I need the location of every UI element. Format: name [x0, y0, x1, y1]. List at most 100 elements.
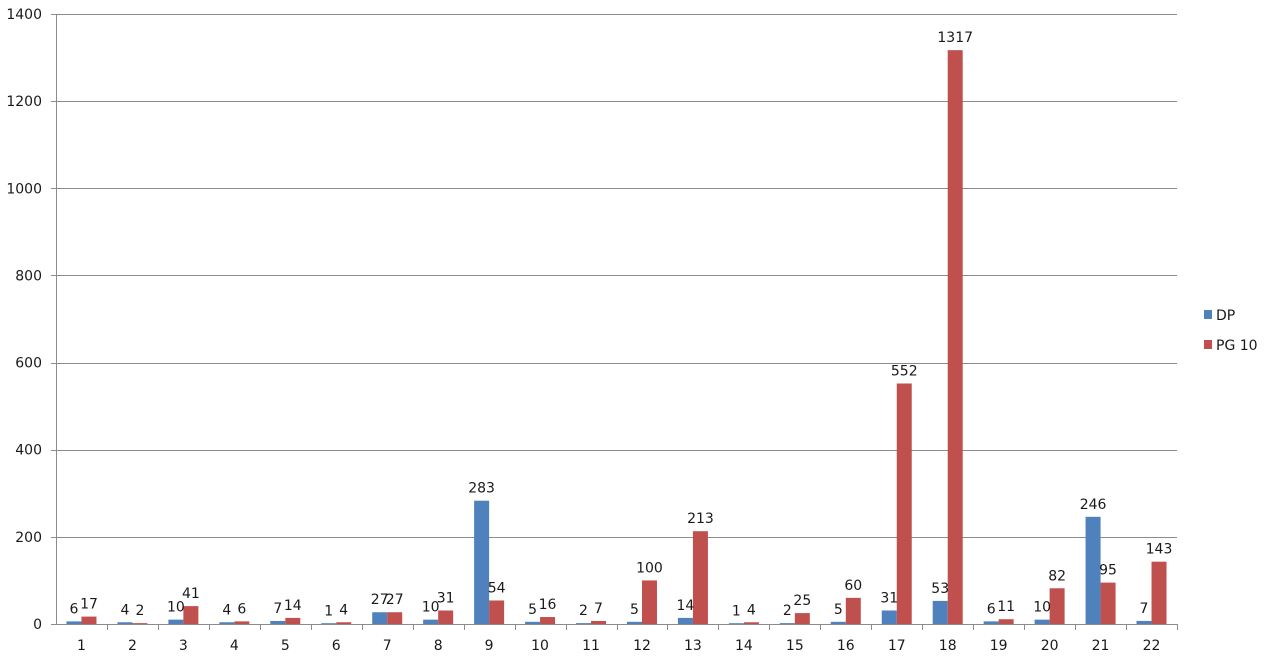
- y-tick-label: 1200: [6, 94, 42, 110]
- bar-dp: [728, 623, 744, 624]
- x-tick-label: 11: [582, 638, 600, 654]
- y-tick-label: 400: [15, 443, 42, 459]
- data-label: 283: [468, 481, 495, 497]
- y-tick-label: 200: [15, 530, 42, 546]
- bar-dp: [1136, 620, 1152, 624]
- bar-pg-10: [896, 383, 912, 624]
- bar-dp: [779, 623, 795, 624]
- data-label: 10: [422, 600, 440, 616]
- bar-pg-10: [183, 606, 199, 624]
- bar-pg-10: [794, 613, 810, 624]
- data-label: 5: [528, 602, 537, 618]
- bar-dp: [525, 621, 541, 624]
- data-label: 213: [687, 511, 714, 527]
- bar-dp: [1034, 619, 1050, 624]
- x-tick-label: 9: [485, 638, 494, 654]
- data-label: 16: [539, 597, 557, 613]
- bar-pg-10: [387, 612, 403, 624]
- data-label: 2: [579, 603, 588, 619]
- bar-dp: [270, 620, 286, 624]
- data-label: 27: [386, 592, 404, 608]
- gridlines: [56, 14, 1177, 538]
- bar-pg-10: [234, 621, 250, 624]
- x-tick-label: 13: [684, 638, 702, 654]
- data-label: 60: [844, 578, 862, 594]
- data-label: 11: [997, 599, 1015, 615]
- bar-dp: [168, 619, 184, 624]
- bar-pg-10: [489, 600, 505, 624]
- x-tick-label: 3: [179, 638, 188, 654]
- legend-swatch: [1204, 310, 1212, 319]
- data-label: 54: [488, 580, 506, 596]
- bar-dp: [677, 617, 693, 624]
- data-label: 5: [630, 602, 639, 618]
- bar-pg-10: [641, 580, 657, 624]
- x-tick-label: 4: [230, 638, 239, 654]
- legend-label: PG 10: [1216, 338, 1258, 354]
- bar-pg-10: [591, 620, 607, 624]
- data-label: 4: [222, 602, 231, 618]
- y-tick-label: 600: [15, 356, 42, 372]
- x-tick-label: 17: [888, 638, 906, 654]
- bar-pg-10: [998, 619, 1014, 624]
- data-label: 2: [135, 603, 144, 619]
- data-label: 95: [1099, 563, 1117, 579]
- data-label: 143: [1146, 542, 1173, 558]
- legend-swatch: [1204, 340, 1212, 349]
- data-label: 82: [1048, 568, 1066, 584]
- data-label: 1: [324, 604, 333, 620]
- x-tick-label: 15: [786, 638, 804, 654]
- y-tick-label: 1000: [6, 181, 42, 197]
- data-label: 4: [339, 602, 348, 618]
- x-tick-label: 21: [1092, 638, 1110, 654]
- data-label: 6: [237, 601, 246, 617]
- x-tick-label: 6: [332, 638, 341, 654]
- bar-dp: [576, 623, 592, 624]
- bar-pg-10: [1100, 582, 1116, 624]
- bar-dp: [983, 621, 999, 624]
- x-tick-label: 16: [837, 638, 855, 654]
- x-tick-label: 22: [1143, 638, 1161, 654]
- bar-dp: [932, 600, 948, 624]
- data-label: 6: [70, 601, 79, 617]
- x-tick-label: 8: [434, 638, 443, 654]
- bar-pg-10: [540, 617, 556, 624]
- bar-pg-10: [132, 623, 148, 624]
- data-label: 5: [834, 602, 843, 618]
- data-label: 4: [120, 602, 129, 618]
- x-tick-label: 20: [1041, 638, 1059, 654]
- data-label: 100: [636, 560, 663, 576]
- data-label: 10: [167, 600, 185, 616]
- data-label: 14: [284, 598, 302, 614]
- x-tick-label: 14: [735, 638, 753, 654]
- bar-dp: [423, 619, 439, 624]
- bar-pg-10: [947, 50, 963, 624]
- bar-pg-10: [81, 616, 97, 624]
- y-tick-label: 800: [15, 268, 42, 284]
- bar-dp: [117, 622, 133, 624]
- x-tick-label: 10: [531, 638, 549, 654]
- bar-pg-10: [845, 597, 861, 624]
- data-label: 7: [1140, 601, 1149, 617]
- data-label: 4: [747, 602, 756, 618]
- bar-pg-10: [336, 622, 352, 624]
- legend: DP PG 10: [1204, 308, 1258, 354]
- bar-dp: [219, 622, 235, 624]
- x-tick-label: 18: [939, 638, 957, 654]
- bar-dp: [321, 623, 337, 624]
- bar-dp: [66, 621, 82, 624]
- data-label: 1317: [937, 30, 973, 46]
- data-label: 246: [1080, 497, 1107, 513]
- bar-dp: [372, 612, 388, 624]
- data-label: 14: [677, 598, 695, 614]
- data-label: 41: [182, 586, 200, 602]
- x-tick-label: 7: [383, 638, 392, 654]
- bar-pg-10: [1049, 588, 1065, 624]
- bar-dp: [626, 621, 642, 624]
- bars: [66, 50, 1167, 624]
- data-label: 27: [371, 592, 389, 608]
